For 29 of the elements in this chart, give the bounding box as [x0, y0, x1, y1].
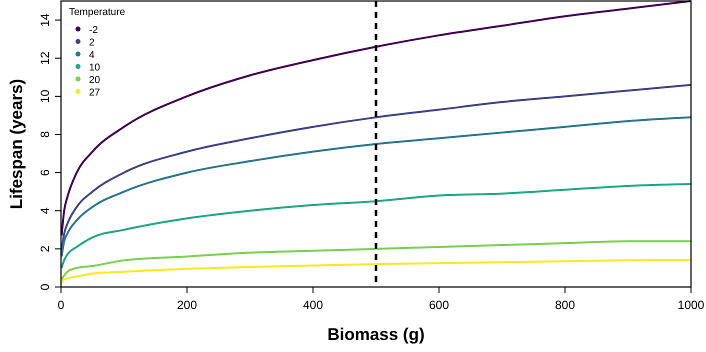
- legend-label: 2: [89, 38, 95, 48]
- line-series: [60, 116, 692, 258]
- legend-label: 10: [89, 62, 101, 74]
- x-tick-label: 400: [302, 298, 324, 312]
- y-axis-title: Lifespan (years): [7, 78, 26, 210]
- x-tick-label: 0: [58, 298, 65, 312]
- legend-label: 20: [89, 75, 101, 86]
- legend-label: 27: [89, 88, 101, 98]
- line-series: [60, 0, 692, 237]
- x-tick-label: 200: [176, 298, 198, 312]
- x-axis-title: Biomass (g): [327, 325, 425, 344]
- y-tick-label: 6: [38, 168, 52, 176]
- y-tick-label: 12: [38, 51, 52, 65]
- line-series: [60, 84, 692, 252]
- legend-title: Temperature: [69, 7, 126, 18]
- y-tick-label: 2: [38, 245, 52, 252]
- y-tick-label: 10: [38, 89, 52, 104]
- x-tick-label: 600: [428, 298, 450, 312]
- y-tick-label: 8: [38, 130, 52, 138]
- legend-label: 4: [89, 50, 95, 61]
- y-tick-label: 14: [38, 13, 52, 27]
- y-tick-label: 0: [38, 283, 52, 290]
- line-series: [60, 258, 692, 284]
- y-tick-label: 4: [38, 207, 52, 214]
- x-tick-label: 1000: [678, 298, 705, 312]
- line-series: [60, 240, 692, 280]
- x-tick-label: 800: [554, 298, 576, 312]
- legend-label: -2: [89, 25, 98, 36]
- line-series: [60, 183, 692, 269]
